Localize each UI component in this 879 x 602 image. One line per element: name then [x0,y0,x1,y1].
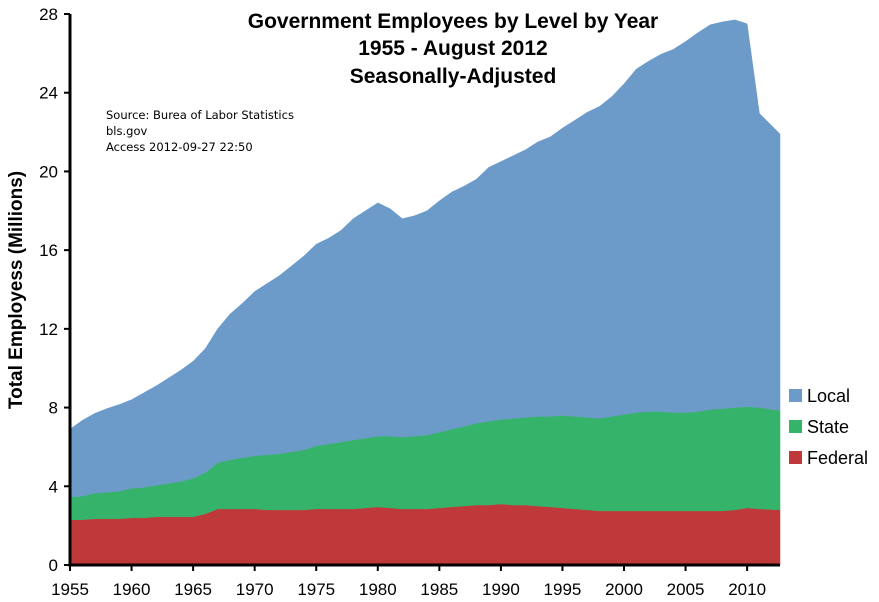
y-tick-label: 0 [49,556,58,575]
title-line-3: Seasonally-Adjusted [350,65,557,88]
source-note: Source: Burea of Labor Statistics bls.go… [106,108,294,154]
chart-title: Government Employees by Level by Year 19… [248,10,658,88]
area-series-group [69,19,781,566]
legend: Local State Federal [789,386,868,468]
legend-label-state: State [807,417,849,437]
axes [68,14,780,567]
legend-swatch-federal [789,451,802,464]
x-tick-label: 1970 [236,580,274,599]
y-tick-label: 4 [49,477,58,496]
x-tick-label: 1980 [359,580,397,599]
x-tick-label: 1990 [482,580,520,599]
source-line-2: bls.gov [106,124,147,138]
x-tick-label: 1965 [174,580,212,599]
x-tick-label: 1960 [113,580,151,599]
legend-label-federal: Federal [807,448,868,468]
x-tick-label: 1995 [544,580,582,599]
x-tick-label: 2010 [728,580,766,599]
y-ticks: 0 4 8 12 16 20 24 28 [39,5,70,575]
x-tick-label: 2000 [605,580,643,599]
y-axis-label: Total Employess (Millions) [6,171,27,409]
y-tick-label: 16 [39,241,58,260]
x-ticks: 1955 1960 1965 1970 1975 1980 1985 1990 1995 2000… [51,565,766,599]
y-tick-label: 28 [39,5,58,24]
y-tick-label: 12 [39,320,58,339]
legend-label-local: Local [807,386,850,406]
y-tick-label: 24 [39,84,58,103]
legend-swatch-state [789,420,802,433]
y-tick-label: 20 [39,162,58,181]
legend-swatch-local [789,389,802,402]
x-tick-label: 1955 [51,580,89,599]
x-tick-label: 2005 [667,580,705,599]
title-line-1: Government Employees by Level by Year [248,10,658,33]
x-tick-label: 1975 [297,580,335,599]
area-local [69,19,781,498]
source-line-1: Source: Burea of Labor Statistics [106,108,294,122]
source-line-3: Access 2012-09-27 22:50 [106,140,253,154]
title-line-2: 1955 - August 2012 [358,37,547,60]
y-tick-label: 8 [49,399,58,418]
x-tick-label: 1985 [420,580,458,599]
